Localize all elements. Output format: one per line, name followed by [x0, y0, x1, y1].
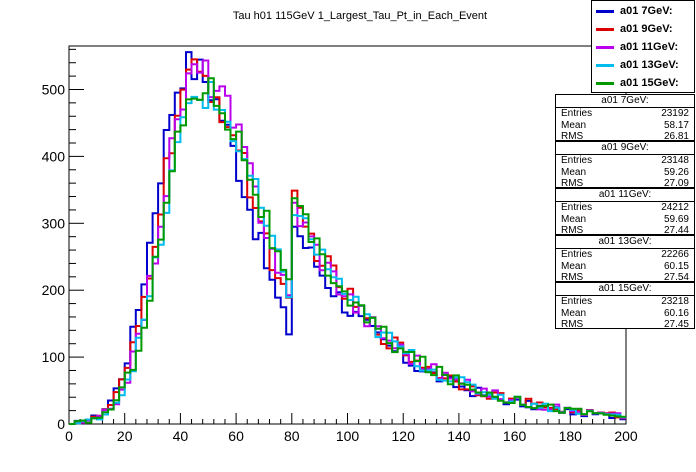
legend-swatch — [596, 10, 614, 13]
stats-key: RMS — [561, 225, 584, 236]
x-tick-label: 40 — [173, 428, 189, 444]
stats-row: RMS 26.81 — [556, 131, 694, 143]
stats-row: Mean 59.69 — [556, 214, 694, 226]
legend-label: a01 13GeV: — [620, 59, 679, 71]
stats-box: a01 9GeV: Entries 23148 Mean 59.26 RMS 27.09 — [555, 141, 695, 190]
stats-row: Entries 22266 — [556, 249, 694, 261]
legend-swatch — [596, 28, 614, 31]
stats-key: Entries — [561, 155, 593, 166]
stats-key: Mean — [561, 119, 587, 131]
stats-value: 27.54 — [663, 272, 689, 283]
stats-value: 59.69 — [663, 213, 689, 225]
stats-row: Mean 58.17 — [556, 120, 694, 132]
legend-swatch — [596, 64, 614, 67]
y-tick-label: 400 — [42, 148, 66, 164]
stats-value: 23218 — [661, 296, 689, 307]
stats-value: 60.16 — [663, 307, 689, 319]
stats-key: Entries — [561, 249, 593, 260]
histogram-series — [69, 51, 626, 425]
x-tick-label: 0 — [65, 428, 73, 444]
x-tick-label: 20 — [117, 428, 133, 444]
y-tick-label: 0 — [57, 416, 65, 432]
y-tick-label: 300 — [42, 215, 66, 231]
stats-value: 27.45 — [663, 319, 689, 330]
stats-row: RMS 27.09 — [556, 178, 694, 190]
chart-title: Tau h01 115GeV 1_Largest_Tau_Pt_in_Each_… — [232, 10, 488, 22]
legend-entry: a01 7GeV: — [592, 3, 696, 21]
legend-label: a01 7GeV: — [620, 5, 673, 17]
stats-row: RMS 27.45 — [556, 319, 694, 331]
stats-value: 59.26 — [663, 166, 689, 178]
x-tick-label: 80 — [284, 428, 300, 444]
x-tick-label: 120 — [392, 428, 416, 444]
x-tick-label: 200 — [614, 428, 638, 444]
stats-key: RMS — [561, 131, 584, 142]
stats-box: a01 7GeV: Entries 23192 Mean 58.17 RMS 26.81 — [555, 94, 695, 143]
stats-value: 23148 — [661, 155, 689, 166]
stats-key: Mean — [561, 213, 587, 225]
stats-value: 23192 — [661, 108, 689, 119]
legend-entry: a01 15GeV: — [592, 75, 696, 93]
stats-key: Mean — [561, 307, 587, 319]
stats-key: Mean — [561, 260, 587, 272]
legend-swatch — [596, 82, 614, 85]
legend-label: a01 15GeV: — [620, 77, 679, 89]
legend-entry: a01 9GeV: — [592, 21, 696, 39]
stats-row: Mean 59.26 — [556, 167, 694, 179]
stats-key: RMS — [561, 272, 584, 283]
y-tick-label: 100 — [42, 349, 66, 365]
x-tick-label: 160 — [503, 428, 527, 444]
stats-key: RMS — [561, 178, 584, 189]
stats-title: a01 13GeV: — [556, 236, 694, 249]
stats-value: 27.09 — [663, 178, 689, 189]
legend-label: a01 11GeV: — [620, 41, 679, 53]
x-tick-label: 60 — [228, 428, 244, 444]
legend: a01 7GeV: a01 9GeV: a01 11GeV: a01 13GeV: a0… — [591, 0, 695, 93]
stats-row: Entries 23218 — [556, 296, 694, 308]
x-tick-label: 100 — [336, 428, 360, 444]
stats-row: RMS 27.44 — [556, 225, 694, 237]
stats-key: RMS — [561, 319, 584, 330]
stats-title: a01 11GeV: — [556, 189, 694, 202]
stats-value: 27.44 — [663, 225, 689, 236]
stats-row: Entries 23192 — [556, 108, 694, 120]
stats-row: RMS 27.54 — [556, 272, 694, 284]
stats-row: Mean 60.16 — [556, 308, 694, 320]
stats-key: Entries — [561, 296, 593, 307]
stats-box: a01 11GeV: Entries 24212 Mean 59.69 RMS 27.44 — [555, 188, 695, 237]
stats-value: 22266 — [661, 249, 689, 260]
y-tick-label: 200 — [42, 282, 66, 298]
legend-entry: a01 13GeV: — [592, 57, 696, 75]
x-tick-label: 140 — [447, 428, 471, 444]
stats-key: Entries — [561, 108, 593, 119]
histogram-series-line — [69, 77, 626, 425]
stats-title: a01 7GeV: — [556, 95, 694, 108]
stats-title: a01 15GeV: — [556, 283, 694, 296]
legend-label: a01 9GeV: — [620, 23, 673, 35]
x-tick-label: 180 — [559, 428, 583, 444]
stats-box: a01 15GeV: Entries 23218 Mean 60.16 RMS 27.45 — [555, 282, 695, 331]
legend-entry: a01 11GeV: — [592, 39, 696, 57]
axes: 0 20 40 60 80 100 120 140 160 180 200 0 100 200 300 400… — [42, 45, 638, 444]
stats-row: Entries 23148 — [556, 155, 694, 167]
stats-row: Mean 60.15 — [556, 261, 694, 273]
histogram-series-line — [69, 51, 626, 425]
y-tick-label: 500 — [42, 81, 66, 97]
stats-value: 24212 — [661, 202, 689, 213]
stats-value: 26.81 — [663, 131, 689, 142]
stats-value: 58.17 — [663, 119, 689, 131]
stats-key: Mean — [561, 166, 587, 178]
stats-key: Entries — [561, 202, 593, 213]
stats-value: 60.15 — [663, 260, 689, 272]
stats-title: a01 9GeV: — [556, 142, 694, 155]
stats-box: a01 13GeV: Entries 22266 Mean 60.15 RMS 27.54 — [555, 235, 695, 284]
legend-swatch — [596, 46, 614, 49]
stats-row: Entries 24212 — [556, 202, 694, 214]
